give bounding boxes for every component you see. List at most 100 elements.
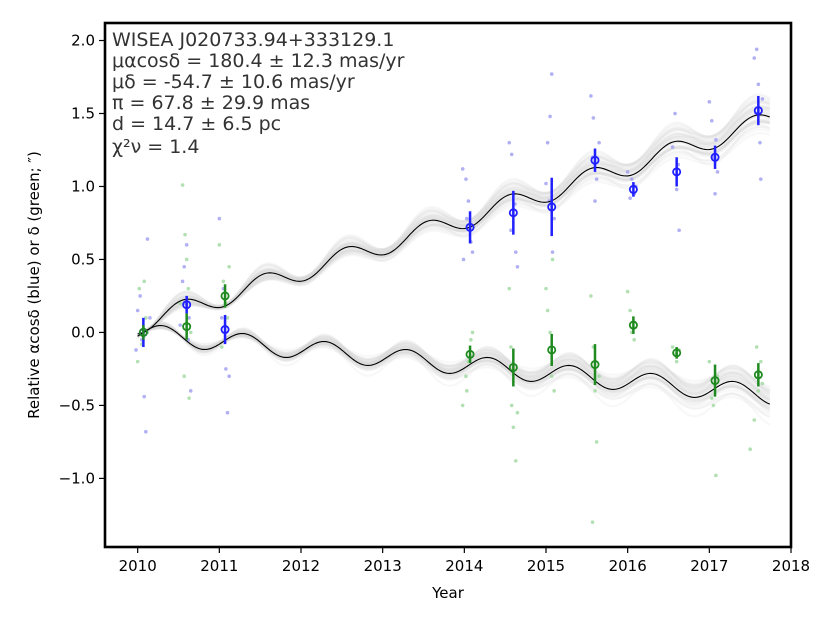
plot-frame [103, 21, 793, 549]
detection-point [756, 82, 761, 87]
model-sample-line [137, 100, 771, 336]
y-tick-label: 0.0 [71, 323, 95, 341]
detection-point [552, 389, 556, 393]
detection-point [513, 250, 518, 254]
detection-point [509, 228, 513, 233]
detection-point [187, 316, 191, 320]
model-sample-line [137, 323, 771, 397]
proper-motion-ra: μαcosδ = 180.4 ± 12.3 mas/yr [112, 50, 405, 72]
detection-point [545, 308, 550, 313]
detection-point [591, 116, 596, 120]
detection-point [142, 279, 146, 284]
detection-point [752, 418, 757, 422]
model-sample-line [137, 323, 771, 402]
model-sample-line [137, 128, 771, 335]
x-tick-label: 2015 [527, 557, 565, 575]
reduced-chi-squared: χ²ν = 1.4 [112, 136, 199, 158]
model-sample-line [137, 109, 771, 335]
detection-point [464, 389, 469, 393]
model-sample-line [137, 121, 770, 336]
epoch-point [710, 376, 720, 386]
model-sample-line [137, 126, 771, 335]
y-tick-label: 0.5 [71, 250, 95, 268]
detection-point [138, 294, 142, 298]
epoch-point [182, 300, 192, 310]
model-sample-line [137, 324, 771, 401]
detection-point [756, 389, 761, 393]
y-tick-label: −1.0 [59, 469, 95, 487]
detection-point [707, 100, 712, 104]
epoch-point [590, 155, 600, 165]
x-tick-label: 2014 [445, 557, 483, 575]
detection-point [625, 289, 630, 294]
model-sample-curves [136, 93, 771, 426]
detection-point [628, 308, 632, 313]
detection-point [549, 72, 554, 76]
detection-point [593, 199, 597, 203]
detection-point [464, 374, 468, 379]
detection-point [594, 440, 599, 444]
detection-point [754, 47, 759, 52]
detection-point [184, 257, 189, 262]
model-sample-line [137, 326, 771, 406]
detection-point [466, 199, 471, 203]
model-sample-line [137, 105, 771, 336]
epoch-point [547, 345, 557, 355]
x-tick-label: 2011 [200, 557, 238, 575]
detection-point [629, 177, 634, 181]
model-sample-line [137, 324, 771, 412]
epoch-point [508, 362, 518, 372]
detection-point [509, 152, 514, 157]
model-sample-line [136, 320, 771, 396]
detection-point [180, 279, 185, 284]
parallax: π = 67.8 ± 29.9 mas [112, 92, 310, 114]
epoch-point [628, 184, 638, 194]
detection-point [714, 137, 718, 142]
model-sample-line [137, 98, 771, 336]
model-sample-line [137, 119, 771, 335]
x-tick-label: 2013 [364, 557, 402, 575]
x-tick-label: 2012 [282, 557, 320, 575]
detection-point [597, 374, 601, 379]
detection-point [225, 316, 230, 320]
model-sample-line [137, 125, 770, 335]
detection-point [594, 177, 599, 181]
model-line-dec [137, 324, 770, 405]
detection-point [632, 337, 636, 342]
detection-point [464, 216, 469, 221]
detection-point [221, 279, 226, 284]
detection-point [713, 191, 717, 196]
proper-motion-dec: μδ = -54.7 ± 10.6 mas/yr [112, 71, 355, 93]
detection-point [509, 403, 514, 408]
x-tick-label: 2017 [690, 557, 728, 575]
detection-point [148, 316, 152, 320]
detection-point [145, 237, 150, 241]
detection-point [513, 459, 518, 463]
model-sample-line [137, 107, 771, 335]
model-sample-line [136, 321, 771, 404]
detection-point [227, 374, 231, 379]
model-sample-line [137, 325, 771, 408]
model-sample-line [137, 94, 771, 335]
detection-point [469, 337, 473, 342]
model-sample-line [137, 96, 771, 336]
epoch-point [465, 349, 475, 359]
model-sample-line [137, 325, 771, 409]
detection-point [186, 286, 191, 291]
epoch-point [220, 291, 230, 301]
detection-point [180, 183, 185, 187]
detection-point [589, 94, 593, 98]
detection-point [144, 429, 148, 434]
model-sample-line [137, 323, 771, 391]
model-sample-line [137, 99, 771, 335]
model-sample-line [137, 326, 771, 399]
detection-point [509, 345, 513, 349]
x-tick-label: 2010 [119, 557, 157, 575]
detection-point [715, 170, 720, 174]
epoch-point [672, 167, 682, 177]
model-sample-line [137, 107, 770, 336]
model-sample-line [137, 325, 771, 401]
detection-point [760, 97, 765, 101]
detection-point [183, 232, 187, 237]
